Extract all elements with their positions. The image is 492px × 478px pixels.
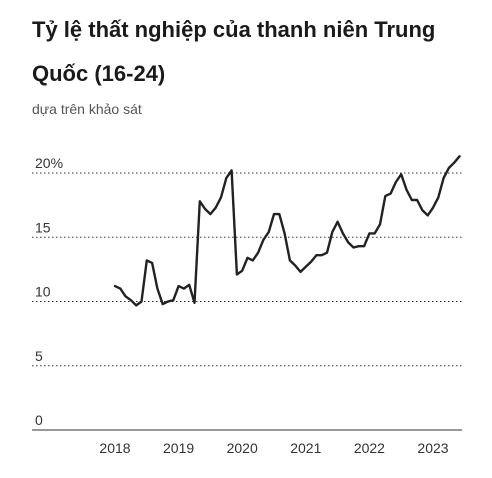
series-group <box>113 155 461 307</box>
chart-title: Tỷ lệ thất nghiệp của thanh niên Trung Q… <box>32 17 436 86</box>
y-tick-label: 10 <box>35 284 51 300</box>
x-tick-label: 2019 <box>163 440 194 456</box>
x-tick-label: 2022 <box>354 440 385 456</box>
x-tick-label: 2020 <box>227 440 258 456</box>
grid-lines <box>32 172 462 431</box>
x-axis-ticks: 2018 2019 2020 2021 2022 2023 <box>99 440 448 456</box>
y-axis-ticks: 20% 15 10 5 0 <box>35 155 63 428</box>
x-tick-label: 2021 <box>290 440 321 456</box>
x-tick-label: 2023 <box>417 440 448 456</box>
chart-subtitle: dựa trên khảo sát <box>32 101 142 117</box>
x-tick-label: 2018 <box>99 440 130 456</box>
series-line-0 <box>113 155 461 307</box>
y-tick-label: 5 <box>35 348 43 364</box>
y-tick-label: 20% <box>35 155 63 171</box>
y-tick-label: 0 <box>35 412 43 428</box>
y-tick-label: 15 <box>35 219 51 235</box>
